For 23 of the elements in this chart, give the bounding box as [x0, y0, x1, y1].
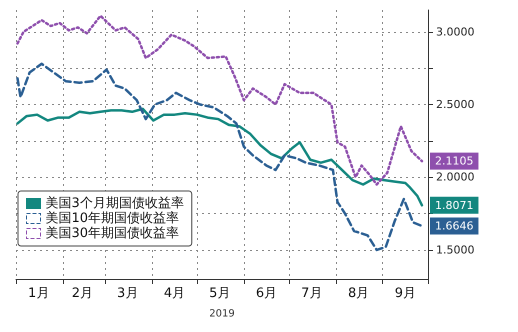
legend-label: 美国3个月期国债收益率	[46, 195, 184, 211]
data-label: 1.6646	[434, 219, 474, 232]
x-tick-label: 2月	[72, 286, 94, 301]
x-tick-label: 7月	[301, 286, 322, 301]
x-tick-label: 4月	[164, 286, 186, 301]
x-tick-label: 8月	[348, 286, 370, 301]
y-tick-label: 1.5000	[436, 243, 474, 256]
x-tick-label: 3月	[117, 286, 138, 301]
x-axis-title: 2019	[209, 308, 235, 320]
data-label: 1.8071	[434, 198, 474, 212]
legend-label: 美国10年期国债收益率	[46, 210, 180, 226]
line-series	[16, 108, 424, 207]
x-tick-label: 9月	[394, 286, 416, 301]
x-tick-label: 5月	[209, 286, 230, 301]
line-series	[16, 62, 424, 252]
legend-label: 美国30年期国债收益率	[46, 225, 180, 241]
x-tick-label: 6月	[256, 286, 278, 301]
line-series	[16, 14, 424, 186]
y-tick-label: 2.5000	[436, 98, 474, 112]
data-label: 2.1105	[434, 154, 474, 168]
y-tick-label: 3.0000	[436, 25, 474, 38]
x-tick-label: 1月	[28, 286, 50, 301]
y-tick-label: 2.0000	[436, 170, 474, 184]
